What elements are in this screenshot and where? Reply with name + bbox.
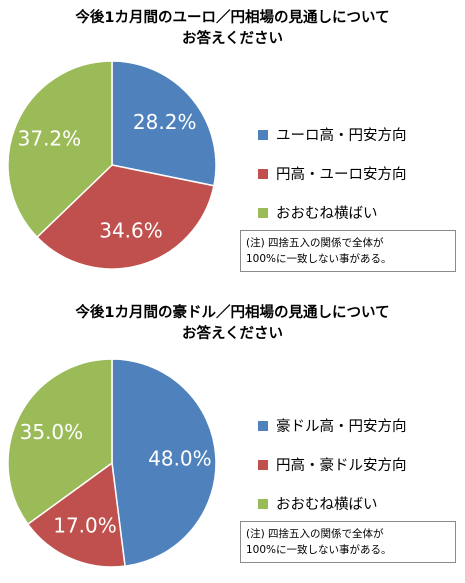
legend-item-flat: おおむね横ばい	[258, 484, 407, 523]
legend-swatch-aud-up	[258, 420, 268, 431]
legend-label-euro-up: ユーロ高・円安方向	[276, 128, 407, 144]
rounding-note: (注) 四捨五入の関係で全体が 100%に一致しない事がある。	[240, 230, 456, 272]
legend-item-yen-up: 円高・豪ドル安方向	[258, 445, 407, 484]
chart-title: 今後1カ月間の豪ドル／円相場の見通しについて お答えください	[0, 303, 465, 345]
aud-yen-chart-panel: 今後1カ月間の豪ドル／円相場の見通しについて お答えください 48.0% 17.0…	[0, 296, 465, 583]
legend-swatch-flat	[258, 207, 268, 218]
legend-label-flat: おおむね横ばい	[276, 206, 378, 222]
legend-label-aud-up: 豪ドル高・円安方向	[276, 419, 407, 435]
chart-legend: 豪ドル高・円安方向 円高・豪ドル安方向 おおむね横ばい	[258, 406, 407, 523]
slice-yen-up	[26, 461, 126, 568]
slice-yen-up-value-label: 34.6%	[99, 218, 163, 242]
chart-title-line-1: 今後1カ月間のユーロ／円相場の見通しについて	[75, 10, 390, 26]
slice-flat	[7, 60, 113, 239]
legend-swatch-yen-up	[258, 459, 268, 470]
slice-aud-up-value-label: 48.0%	[148, 447, 212, 471]
slice-yen-up	[36, 164, 215, 270]
rounding-note-line-1: (注) 四捨五入の関係で全体が	[246, 528, 384, 540]
chart-title-line-1: 今後1カ月間の豪ドル／円相場の見通しについて	[75, 305, 390, 321]
legend-swatch-flat	[258, 498, 268, 509]
slice-flat-value-label: 37.2%	[18, 126, 82, 150]
slice-flat	[7, 358, 113, 526]
legend-item-euro-up: ユーロ高・円安方向	[258, 115, 407, 154]
chart-title-line-2: お答えください	[181, 326, 284, 342]
chart-legend: ユーロ高・円安方向 円高・ユーロ安方向 おおむね横ばい	[258, 115, 407, 232]
chart-title-line-2: お答えください	[181, 31, 284, 47]
rounding-note: (注) 四捨五入の関係で全体が 100%に一致しない事がある。	[240, 521, 456, 563]
chart-title: 今後1カ月間のユーロ／円相場の見通しについて お答えください	[0, 8, 465, 50]
slice-euro-up	[111, 60, 217, 187]
euro-yen-chart-panel: 今後1カ月間のユーロ／円相場の見通しについて お答えください 28.2% 34.6…	[0, 0, 465, 290]
slice-euro-up-value-label: 28.2%	[133, 110, 197, 134]
legend-swatch-yen-up	[258, 168, 268, 179]
slice-aud-up	[111, 358, 217, 568]
legend-label-yen-up: 円高・ユーロ安方向	[276, 167, 407, 183]
rounding-note-line-2: 100%に一致しない事がある。	[246, 253, 392, 265]
legend-item-flat: おおむね横ばい	[258, 193, 407, 232]
pie-chart: 48.0% 17.0% 35.0%	[7, 358, 217, 568]
rounding-note-line-2: 100%に一致しない事がある。	[246, 544, 392, 556]
legend-swatch-euro-up	[258, 129, 268, 140]
slice-flat-value-label: 35.0%	[20, 420, 84, 444]
legend-label-yen-up: 円高・豪ドル安方向	[276, 458, 407, 474]
rounding-note-line-1: (注) 四捨五入の関係で全体が	[246, 237, 384, 249]
pie-chart: 28.2% 34.6% 37.2%	[7, 60, 217, 270]
legend-label-flat: おおむね横ばい	[276, 497, 378, 513]
legend-item-aud-up: 豪ドル高・円安方向	[258, 406, 407, 445]
legend-item-yen-up: 円高・ユーロ安方向	[258, 154, 407, 193]
slice-yen-up-value-label: 17.0%	[53, 513, 117, 537]
